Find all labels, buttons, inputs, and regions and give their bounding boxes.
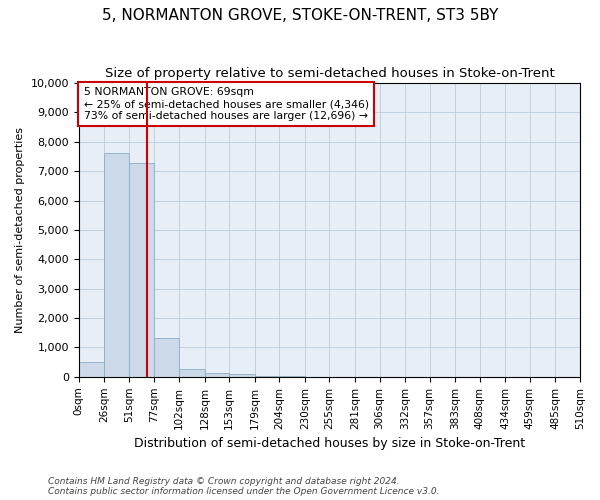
Title: Size of property relative to semi-detached houses in Stoke-on-Trent: Size of property relative to semi-detach… — [104, 68, 554, 80]
Bar — [254, 376, 279, 377]
Bar — [179, 368, 205, 377]
Text: 5 NORMANTON GROVE: 69sqm
← 25% of semi-detached houses are smaller (4,346)
73% o: 5 NORMANTON GROVE: 69sqm ← 25% of semi-d… — [84, 88, 369, 120]
X-axis label: Distribution of semi-detached houses by size in Stoke-on-Trent: Distribution of semi-detached houses by … — [134, 437, 525, 450]
Bar — [279, 376, 305, 377]
Bar — [129, 163, 154, 377]
Text: 5, NORMANTON GROVE, STOKE-ON-TRENT, ST3 5BY: 5, NORMANTON GROVE, STOKE-ON-TRENT, ST3 … — [102, 8, 498, 22]
Text: Contains HM Land Registry data © Crown copyright and database right 2024.
Contai: Contains HM Land Registry data © Crown c… — [48, 476, 439, 496]
Bar — [229, 374, 254, 377]
Bar — [154, 338, 179, 377]
Bar — [104, 153, 129, 377]
Y-axis label: Number of semi-detached properties: Number of semi-detached properties — [15, 127, 25, 333]
Bar — [79, 362, 104, 377]
Bar — [205, 373, 229, 377]
